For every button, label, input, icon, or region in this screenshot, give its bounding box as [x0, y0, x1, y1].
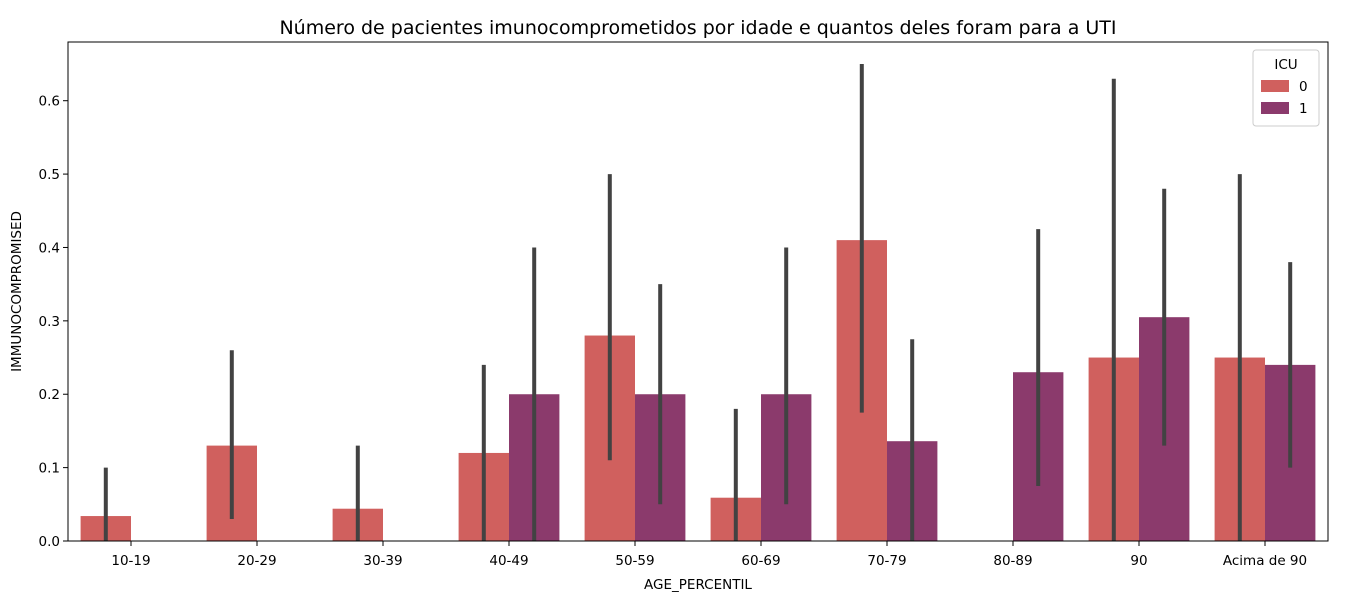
- legend-title: ICU: [1274, 57, 1297, 73]
- x-axis-label: AGE_PERCENTIL: [644, 577, 752, 593]
- y-tick-label: 0.1: [39, 461, 60, 477]
- y-tick-label: 0.4: [39, 240, 60, 256]
- legend: ICU 0 1: [1252, 49, 1320, 127]
- bars-layer: [80, 240, 1316, 541]
- y-tick-label: 0.0: [39, 534, 60, 550]
- error-bars-layer: [103, 64, 1293, 541]
- chart-title: Número de pacientes imunocomprometidos p…: [279, 17, 1116, 39]
- x-tick-label: 60-69: [741, 553, 780, 569]
- x-tick-label: 80-89: [993, 553, 1032, 569]
- plot-frame: [67, 41, 1329, 542]
- y-tick-label: 0.5: [39, 167, 60, 183]
- x-tick-label: 40-49: [489, 553, 528, 569]
- x-tick-label: 90: [1130, 553, 1147, 569]
- x-tick-label: 30-39: [363, 553, 402, 569]
- legend-label-0: 0: [1299, 79, 1308, 95]
- x-tick-label: 10-19: [111, 553, 150, 569]
- x-tick-label: 50-59: [615, 553, 654, 569]
- x-tick-label: 20-29: [237, 553, 276, 569]
- y-axis: 0.0 0.1 0.2 0.3 0.4 0.5 0.6: [39, 94, 68, 550]
- x-tick-label: 70-79: [867, 553, 906, 569]
- legend-swatch-1: [1261, 102, 1289, 114]
- y-axis-label: IMMUNOCOMPROMISED: [9, 211, 25, 372]
- y-tick-label: 0.2: [39, 387, 60, 403]
- x-axis: 10-19 20-29 30-39 40-49 50-59 60-69 70-79 80-89…: [111, 541, 1307, 569]
- legend-swatch-0: [1261, 80, 1289, 92]
- y-tick-label: 0.6: [39, 94, 60, 110]
- legend-label-1: 1: [1299, 101, 1308, 117]
- y-tick-label: 0.3: [39, 314, 60, 330]
- x-tick-label: Acima de 90: [1223, 553, 1307, 569]
